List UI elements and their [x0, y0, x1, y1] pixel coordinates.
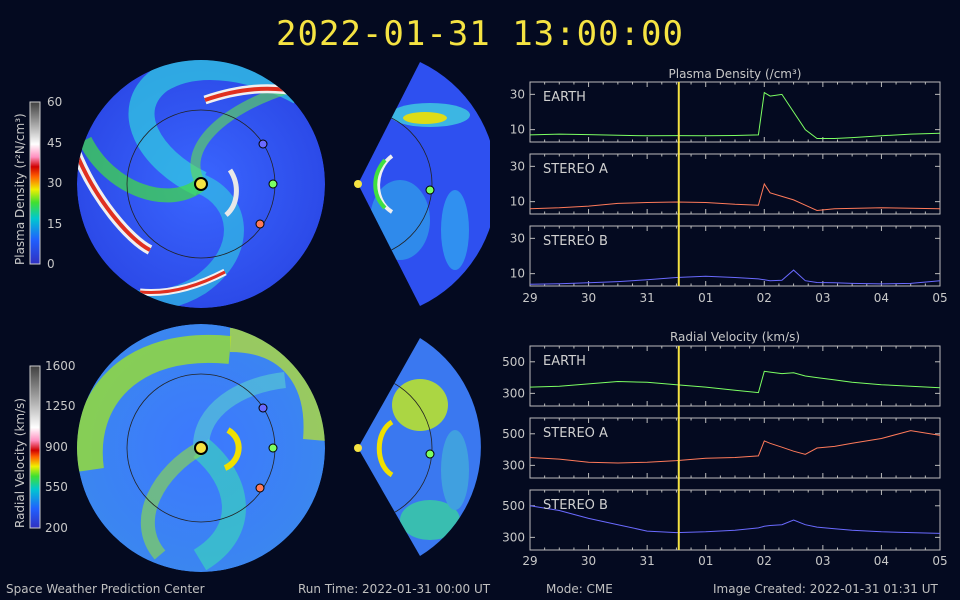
footer-image-created: Image Created: 2022-01-31 01:31 UT [713, 582, 938, 596]
stereo-a-marker-velocity [255, 483, 265, 493]
velocity-cbar-tick: 900 [45, 440, 68, 454]
velocity-cbar-tick: 1600 [45, 359, 76, 373]
x-tick-label: 30 [581, 291, 596, 305]
x-tick-label: 03 [815, 291, 830, 305]
panel-frame-earth [529, 81, 941, 143]
panel-label-stereo-a: STEREO A [543, 426, 608, 441]
x-tick-label: 29 [522, 291, 537, 305]
y-tick-label: 300 [502, 386, 525, 400]
y-tick-label: 500 [502, 427, 525, 441]
panel-label-stereo-b: STEREO B [543, 498, 608, 513]
stereo-b-marker-density [258, 139, 268, 149]
x-tick-label: 04 [874, 291, 889, 305]
x-tick-label: 30 [581, 554, 596, 568]
panel-label-stereo-b: STEREO B [543, 234, 608, 249]
x-tick-label: 02 [757, 554, 772, 568]
x-tick-label: 03 [815, 554, 830, 568]
series-line-stereo-a [529, 430, 941, 464]
series-line-stereo-a [529, 182, 941, 212]
density-cbar-tick: 30 [47, 176, 63, 190]
x-tick-label: 31 [640, 554, 655, 568]
panel-label-earth: EARTH [543, 90, 586, 105]
earth-marker-density [268, 179, 278, 189]
y-tick-label: 30 [510, 159, 525, 173]
stereo-b-marker-velocity [258, 403, 268, 413]
earth-marker-velocity-wedge [425, 449, 435, 459]
sun-marker-velocity-wedge [354, 444, 362, 452]
y-tick-label: 500 [502, 355, 525, 369]
earth-marker-density-wedge [425, 185, 435, 195]
earth-marker-velocity [268, 443, 278, 453]
density-cbar-tick: 15 [47, 217, 63, 231]
velocity-colorbar [29, 365, 41, 529]
density-colorbar-label: Plasma Density (r²N/cm³) [13, 113, 27, 265]
stereo-a-marker-density [255, 219, 265, 229]
series-line-stereo-b [529, 505, 941, 534]
series-line-earth [529, 91, 941, 139]
x-tick-label: 29 [522, 554, 537, 568]
y-tick-label: 300 [502, 458, 525, 472]
series-line-earth [529, 370, 941, 394]
y-tick-label: 500 [502, 499, 525, 513]
velocity-cbar-tick: 1250 [45, 399, 76, 413]
x-tick-label: 01 [698, 291, 713, 305]
series-line-stereo-b [529, 269, 941, 285]
sun-marker-velocity [194, 441, 208, 455]
x-tick-label: 31 [640, 291, 655, 305]
density-cbar-tick: 0 [47, 257, 55, 271]
density-colorbar [29, 101, 41, 265]
x-tick-label: 05 [932, 554, 947, 568]
x-tick-label: 02 [757, 291, 772, 305]
y-tick-label: 10 [510, 123, 525, 137]
x-tick-label: 01 [698, 554, 713, 568]
x-tick-label: 04 [874, 554, 889, 568]
sun-marker-density-wedge [354, 180, 362, 188]
velocity-colorbar-label: Radial Velocity (km/s) [13, 397, 27, 528]
footer-mode: Mode: CME [546, 582, 613, 596]
timestamp-title: 2022-01-31 13:00:00 [276, 14, 684, 54]
chart-title: Radial Velocity (km/s) [670, 330, 800, 344]
density-cbar-tick: 60 [47, 95, 63, 109]
footer-run-time: Run Time: 2022-01-31 00:00 UT [298, 582, 491, 596]
y-tick-label: 30 [510, 231, 525, 245]
x-tick-label: 05 [932, 291, 947, 305]
panel-label-stereo-a: STEREO A [543, 162, 608, 177]
y-tick-label: 10 [510, 267, 525, 281]
sun-marker-density [194, 177, 208, 191]
panel-label-earth: EARTH [543, 354, 586, 369]
footer-organization: Space Weather Prediction Center [6, 582, 205, 596]
velocity-cbar-tick: 200 [45, 521, 68, 535]
density-cbar-tick: 45 [47, 136, 63, 150]
y-tick-label: 300 [502, 530, 525, 544]
panel-frame-earth [529, 345, 941, 407]
y-tick-label: 10 [510, 195, 525, 209]
chart-title: Plasma Density (/cm³) [669, 67, 802, 81]
y-tick-label: 30 [510, 87, 525, 101]
velocity-cbar-tick: 550 [45, 480, 68, 494]
